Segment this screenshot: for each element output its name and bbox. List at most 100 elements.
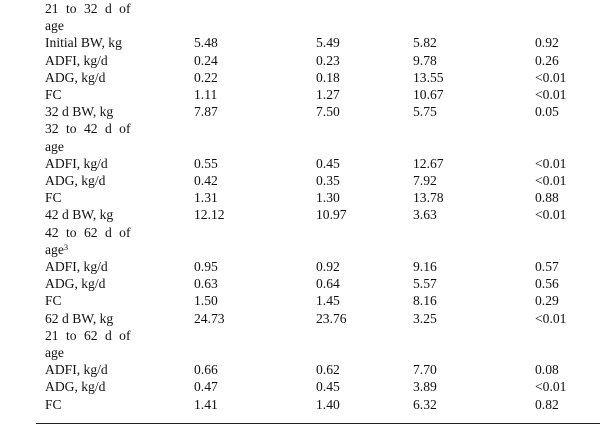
value-col-3: 5.75: [413, 104, 437, 120]
row-label: ADFI, kg/d: [45, 155, 108, 171]
p-value: 0.92: [535, 35, 559, 51]
table-row: Initial BW, kg 5.48 5.49 5.82 0.92: [0, 34, 600, 51]
section-heading-line1: 21 to 32 d of: [0, 0, 600, 17]
table-row: 42 d BW, kg 12.12 10.97 3.63 <0.01: [0, 206, 600, 223]
p-value: <0.01: [535, 207, 567, 223]
section-heading-text-continued: age: [45, 138, 64, 155]
value-col-1: 12.12: [194, 207, 225, 223]
value-col-1: 1.31: [194, 190, 218, 206]
p-value: 0.88: [535, 190, 559, 206]
value-col-3: 6.32: [413, 396, 437, 412]
p-value: 0.56: [535, 276, 559, 292]
row-label: ADG, kg/d: [45, 173, 106, 188]
value-col-1: 0.22: [194, 69, 218, 85]
table-row: FC 1.11 1.27 10.67 <0.01: [0, 86, 600, 103]
value-col-3: 7.70: [413, 362, 437, 378]
value-col-2: 0.45: [316, 155, 340, 171]
p-value: 0.08: [535, 362, 559, 378]
value-col-1: 7.87: [194, 104, 218, 120]
value-col-3: 9.16: [413, 259, 437, 274]
value-col-1: 5.48: [194, 35, 218, 51]
row-label: ADG, kg/d: [45, 69, 106, 85]
value-col-1: 24.73: [194, 310, 225, 326]
table-row: ADG, kg/d 0.22 0.18 13.55 <0.01: [0, 69, 600, 86]
value-col-1: 0.95: [194, 259, 218, 274]
p-value: 0.05: [535, 104, 559, 120]
table-row: FC 1.31 1.30 13.78 0.88: [0, 189, 600, 206]
section-heading-age: age: [45, 138, 64, 154]
row-label: Initial BW, kg: [45, 35, 122, 51]
row-label: FC: [45, 396, 62, 412]
value-col-3: 12.67: [413, 155, 444, 171]
value-col-1: 0.55: [194, 155, 218, 171]
section-heading-text-continued: age: [45, 344, 64, 361]
row-label: ADFI, kg/d: [45, 52, 108, 68]
value-col-1: 0.47: [194, 379, 218, 395]
value-col-2: 5.49: [316, 35, 340, 51]
section-heading-age: age: [45, 18, 64, 34]
value-col-2: 0.35: [316, 173, 340, 188]
p-value: <0.01: [535, 87, 567, 102]
row-label: FC: [45, 293, 62, 309]
value-col-2: 1.30: [316, 190, 340, 206]
value-col-3: 13.78: [413, 190, 444, 206]
row-label: ADG, kg/d: [45, 379, 106, 395]
value-col-3: 10.67: [413, 87, 444, 102]
table-row: ADFI, kg/d 0.66 0.62 7.70 0.08: [0, 361, 600, 378]
value-col-3: 3.25: [413, 310, 437, 326]
value-col-1: 0.66: [194, 362, 218, 378]
table-row: FC 1.41 1.40 6.32 0.82: [0, 396, 600, 413]
table-row: 32 d BW, kg 7.87 7.50 5.75 0.05: [0, 103, 600, 120]
row-label: 42 d BW, kg: [45, 207, 114, 223]
value-col-2: 7.50: [316, 104, 340, 120]
value-col-3: 5.82: [413, 35, 437, 51]
p-value: <0.01: [535, 173, 567, 188]
p-value: <0.01: [535, 155, 567, 171]
value-col-2: 1.45: [316, 293, 340, 309]
p-value: 0.82: [535, 396, 559, 412]
value-col-2: 0.18: [316, 69, 340, 85]
value-col-3: 13.55: [413, 69, 444, 85]
section-heading-text: 42 to 62 d of: [45, 224, 131, 240]
p-value: <0.01: [535, 69, 567, 85]
value-col-3: 3.63: [413, 207, 437, 223]
value-col-3: 3.89: [413, 379, 437, 395]
value-col-2: 0.23: [316, 52, 340, 68]
section-heading-text: 21 to 62 d of: [45, 327, 131, 343]
value-col-1: 1.11: [194, 87, 218, 102]
row-label: FC: [45, 190, 62, 206]
value-col-1: 0.24: [194, 52, 218, 68]
section-heading-line2: age3: [0, 241, 600, 258]
section-heading-text-continued: age3: [45, 241, 68, 258]
row-label: ADFI, kg/d: [45, 362, 108, 378]
footnote-marker: 3: [63, 241, 69, 252]
row-label: FC: [45, 87, 62, 102]
section-heading-age: age: [45, 241, 64, 257]
p-value: <0.01: [535, 379, 567, 395]
p-value: 0.57: [535, 259, 559, 274]
p-value: 0.29: [535, 293, 559, 309]
value-col-3: 8.16: [413, 293, 437, 309]
table-row: ADG, kg/d 0.63 0.64 5.57 0.56: [0, 275, 600, 292]
table-row: ADG, kg/d 0.47 0.45 3.89 <0.01: [0, 378, 600, 395]
value-col-2: 1.40: [316, 396, 340, 412]
section-heading-text: 21 to 32 d of: [45, 1, 131, 16]
value-col-1: 0.42: [194, 173, 218, 188]
value-col-2: 1.27: [316, 87, 340, 102]
section-heading-text-continued: age: [45, 17, 64, 34]
value-col-1: 1.50: [194, 293, 218, 309]
section-heading-line2: age: [0, 344, 600, 361]
section-heading-line2: age: [0, 17, 600, 34]
row-label: ADG, kg/d: [45, 276, 106, 292]
value-col-3: 7.92: [413, 173, 437, 188]
p-value: 0.26: [535, 52, 559, 68]
table-row: ADFI, kg/d 0.95 0.92 9.16 0.57: [0, 258, 600, 275]
row-label: ADFI, kg/d: [45, 259, 108, 274]
table-row: ADG, kg/d 0.42 0.35 7.92 <0.01: [0, 172, 600, 189]
table-bottom-rule: [36, 423, 600, 424]
row-label: 32 d BW, kg: [45, 104, 114, 120]
section-heading-line1: 21 to 62 d of: [0, 327, 600, 344]
value-col-2: 0.92: [316, 259, 340, 274]
table-row: 62 d BW, kg 24.73 23.76 3.25 <0.01: [0, 310, 600, 327]
